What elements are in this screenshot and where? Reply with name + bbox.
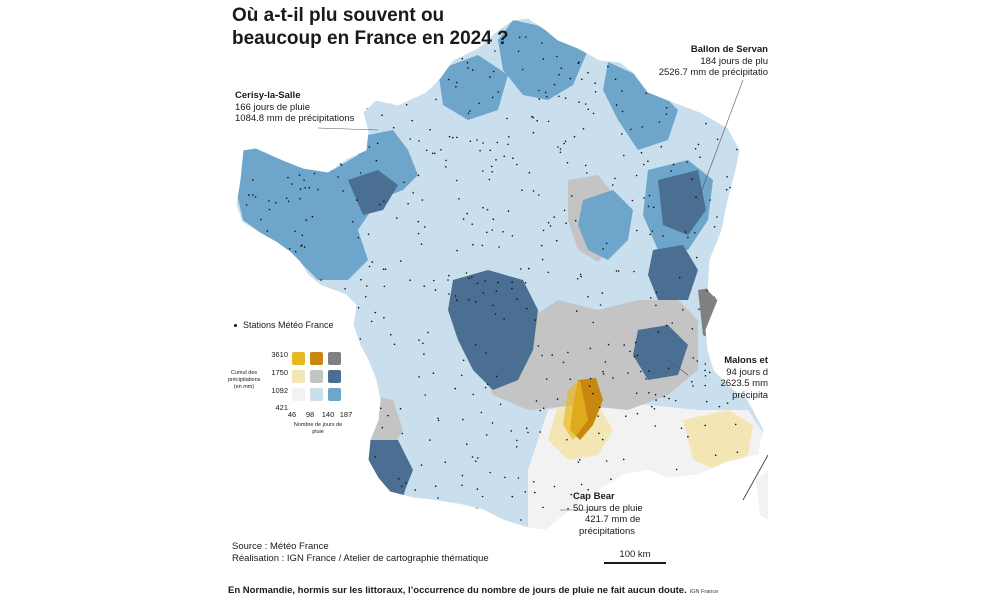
cerisy-mm: 1084.8 mm de précipitations — [235, 113, 355, 124]
title-line-1: Où a-t-il plu souvent ou — [232, 5, 445, 26]
station-dot-icon — [234, 324, 237, 328]
legend-cell — [310, 388, 323, 401]
legend-x-tick: 46 — [287, 410, 297, 419]
legend-y-tick: 1092 — [271, 386, 288, 395]
ballon-leader — [699, 79, 744, 196]
legend-x-tick: 140 — [321, 410, 335, 419]
legend-y-title: Cumul des précipitations (en mm) — [228, 370, 261, 390]
ballon-days: 184 jours de plu — [700, 55, 768, 67]
map-title: Où a-t-il plu souvent ou beaucoup en Fra… — [232, 4, 512, 50]
legend-stations-label: Stations Météo France — [243, 320, 334, 330]
cerisy-name: Cerisy-la-Salle — [235, 90, 301, 101]
scale-bar-line — [604, 562, 666, 564]
caption: En Normandie, hormis sur les littoraux, … — [228, 585, 718, 596]
annotation-cerisy: Cerisy-la-Salle 166 jours de pluie 1084.… — [235, 90, 354, 125]
legend-cell — [328, 352, 341, 365]
legend-x-tick: 187 — [339, 410, 353, 419]
ballon-name: Ballon de Servan — [690, 44, 768, 55]
legend-x-title: Nombre de jours de pluie — [293, 422, 343, 435]
legend-y-tick: 1750 — [271, 368, 288, 377]
cerisy-leader — [317, 127, 379, 131]
capbear-precip: précipitations — [579, 525, 635, 537]
capbear-days: 50 jours de pluie — [573, 502, 643, 514]
scale-bar: 100 km — [604, 549, 666, 564]
legend-stations: Stations Météo France — [234, 320, 334, 330]
realisation-line: Réalisation : IGN France / Atelier de ca… — [232, 553, 489, 564]
annotation-malons: Malons et 94 jours d 2623.5 mm précipita — [720, 355, 768, 401]
malons-mm: 2623.5 mm — [720, 378, 768, 389]
legend-cell — [310, 370, 323, 383]
annotation-ballon: Ballon de Servan 184 jours de plu 2526.7… — [659, 44, 768, 79]
legend-cell — [292, 352, 305, 365]
malons-name: Malons et — [724, 355, 768, 366]
source-block: Source : Météo France Réalisation : IGN … — [232, 541, 489, 565]
caption-credit: IGN France — [689, 589, 719, 595]
source-line: Source : Météo France — [232, 541, 329, 552]
capbear-mm: 421.7 mm de — [585, 514, 641, 525]
corsica-shape — [756, 470, 768, 520]
legend-cell — [310, 352, 323, 365]
capbear-name: Cap Bear — [573, 491, 615, 502]
malons-leader — [667, 359, 689, 376]
annotation-capbear: Cap Bear 50 jours de pluie 421.7 mm de p… — [573, 491, 645, 537]
caption-text: En Normandie, hormis sur les littoraux, … — [228, 585, 687, 596]
france-outline — [235, 17, 765, 531]
legend-cell — [328, 370, 341, 383]
legend-cell — [292, 388, 305, 401]
scale-label: 100 km — [619, 549, 651, 560]
ballon-mm: 2526.7 mm de précipitatio — [658, 67, 768, 78]
legend-y-tick: 421 — [275, 403, 288, 412]
france-rainfall-map — [235, 17, 768, 531]
legend-cell — [292, 370, 305, 383]
malons-precip: précipita — [732, 389, 768, 401]
cerisy-days: 166 jours de pluie — [235, 101, 310, 113]
legend-y-tick: 3610 — [271, 350, 288, 359]
bivariate-legend: Cumul des précipitations (en mm) 3610 17… — [228, 350, 358, 460]
malons-days: 94 jours d — [726, 366, 768, 378]
legend-x-tick: 98 — [305, 410, 315, 419]
title-line-2: beaucoup en France en 2024 ? — [232, 28, 509, 49]
map-figure: Où a-t-il plu souvent ou beaucoup en Fra… — [228, 0, 768, 578]
legend-cell — [328, 388, 341, 401]
